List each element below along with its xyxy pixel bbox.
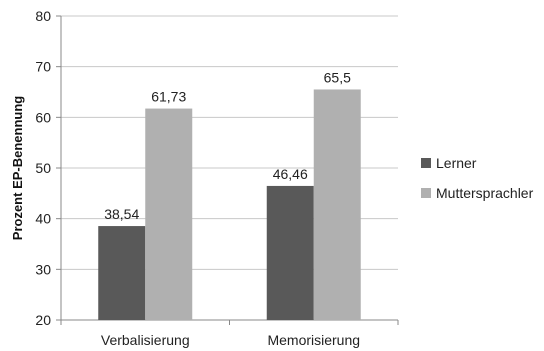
data-label: 38,54 (104, 206, 139, 222)
legend-swatch-lerner (421, 158, 431, 168)
y-tick-label: 20 (35, 312, 51, 328)
data-label: 61,73 (151, 89, 186, 105)
bar-muttersprachler-verbalisierung (145, 108, 193, 321)
x-tick-label: Memorisierung (267, 332, 360, 348)
y-tick-label: 60 (35, 109, 51, 125)
data-label: 46,46 (273, 166, 308, 182)
y-tick-label: 70 (35, 59, 51, 75)
x-tick-labels: Verbalisierung Memorisierung (101, 332, 360, 348)
x-tick-label: Verbalisierung (101, 332, 190, 348)
legend: Lerner Muttersprachler (421, 155, 534, 201)
y-tick-label: 30 (35, 261, 51, 277)
legend-label-muttersprachler: Muttersprachler (436, 185, 534, 201)
bar-lerner-verbalisierung (98, 226, 146, 320)
legend-swatch-muttersprachler (421, 188, 431, 198)
data-label: 65,5 (324, 69, 351, 85)
y-tick-label: 50 (35, 160, 51, 176)
bar-lerner-memorisierung (266, 185, 314, 320)
bar-muttersprachler-memorisierung (313, 89, 361, 320)
data-labels: 38,54 61,73 46,46 65,5 (104, 69, 351, 222)
legend-label-lerner: Lerner (436, 155, 477, 171)
y-tick-label: 80 (35, 8, 51, 24)
y-axis-title: Prozent EP-Benennung (10, 96, 25, 241)
y-tick-label: 40 (35, 211, 51, 227)
y-tick-labels: 20 30 40 50 60 70 80 (35, 8, 51, 328)
bars (98, 89, 361, 321)
